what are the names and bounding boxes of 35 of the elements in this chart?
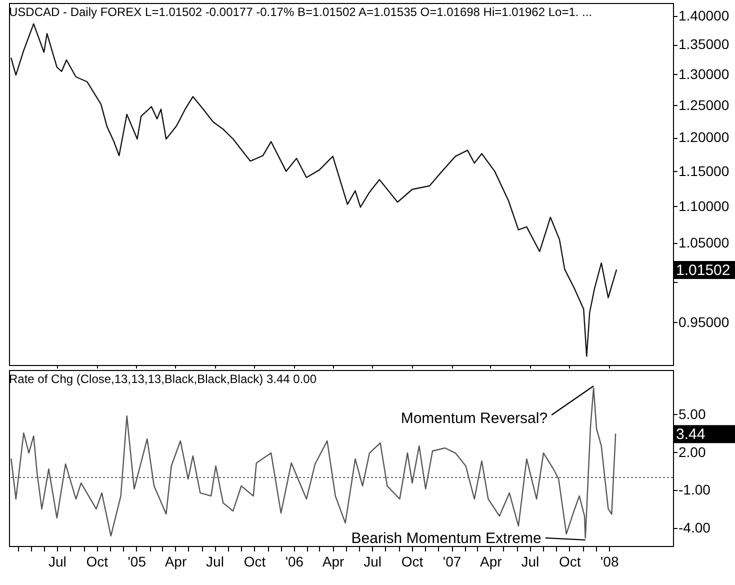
x-tick-label: Oct xyxy=(401,554,424,570)
text: 3.44 xyxy=(676,426,706,444)
x-tick-label: Jul xyxy=(48,554,66,570)
y-tick-label: 1.40000 xyxy=(678,7,730,24)
x-tick-label: Apr xyxy=(164,554,187,570)
x-tick-label: '05 xyxy=(128,554,146,570)
x-tick-label: '08 xyxy=(600,554,619,570)
x-tick-label: Apr xyxy=(322,554,345,570)
y-tick-label: 1.30000 xyxy=(678,66,730,82)
y-tick-label: 1.05000 xyxy=(678,234,730,251)
x-tick-label: Apr xyxy=(480,554,502,570)
x-tick-label: Oct xyxy=(558,554,581,570)
annotation: Momentum Reversal? xyxy=(400,410,548,428)
y-tick-label: 1.10000 xyxy=(678,198,730,214)
line-series xyxy=(10,23,618,357)
x-tick-label: Oct xyxy=(86,554,108,570)
y-tick-label: 1.25000 xyxy=(678,96,730,113)
x-tick-label: Oct xyxy=(244,554,266,570)
x-tick-label: '06 xyxy=(285,554,304,570)
y-tick-label: 1.20000 xyxy=(678,129,730,146)
chart-title: Rate of Chg (Close,13,13,13,Black,Black,Black) 3.44 0.00 xyxy=(9,372,317,386)
y-tick-label: -1.00 xyxy=(678,482,711,498)
chart-title: USDCAD - Daily FOREX L=1.01502 -0.00177 -0.17% B=1.01502 A=1.01535 O=1.01698 Hi=1.01962 Lo=1. ... xyxy=(9,5,592,19)
y-tick-label: 1.35000 xyxy=(678,36,730,52)
x-tick-label: Jul xyxy=(206,554,224,570)
x-tick-label: Jul xyxy=(521,554,540,570)
y-tick-label: 1.15000 xyxy=(678,162,730,179)
x-tick-label: Jul xyxy=(364,554,382,570)
y-tick-label: 2.00 xyxy=(678,444,706,460)
y-tick-label: 0.95000 xyxy=(678,314,730,330)
y-tick-label: -4.00 xyxy=(678,519,711,536)
annotation: Bearish Momentum Extreme xyxy=(351,530,542,547)
y-tick-label: 5.00 xyxy=(678,406,706,422)
x-tick-label: '07 xyxy=(442,554,462,570)
text: 1.01502 xyxy=(676,262,730,279)
